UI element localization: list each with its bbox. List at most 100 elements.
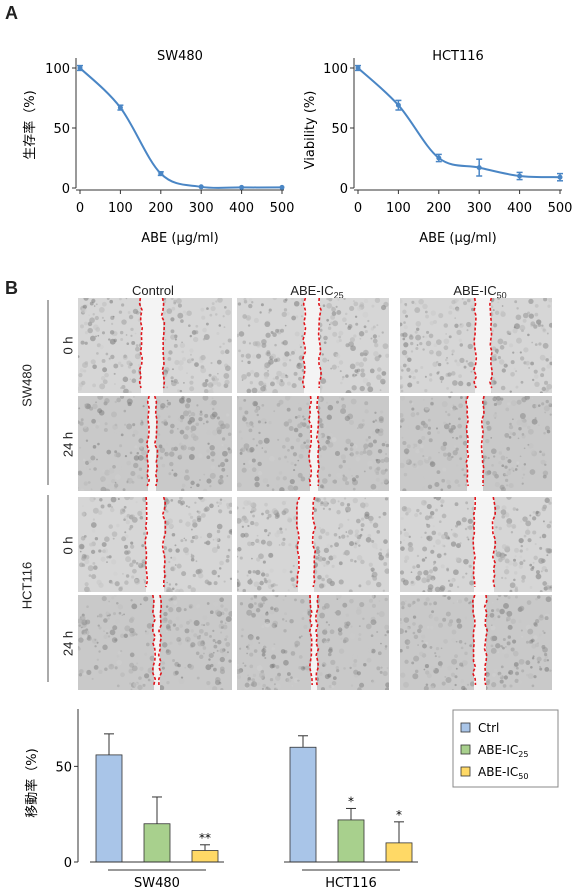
cell-texture xyxy=(376,324,379,327)
cell-texture xyxy=(123,409,127,413)
cell-texture xyxy=(532,635,538,640)
chart-title-hct116: HCT116 xyxy=(432,49,484,64)
cell-texture xyxy=(380,642,382,645)
cell-texture xyxy=(101,316,104,319)
cell-texture xyxy=(138,454,144,461)
cell-texture xyxy=(187,584,192,589)
cell-texture xyxy=(437,431,440,434)
cell-texture xyxy=(196,404,199,407)
cell-texture xyxy=(508,669,514,675)
cell-texture xyxy=(353,334,357,338)
cell-texture xyxy=(244,682,250,688)
cell-texture xyxy=(426,625,430,629)
cell-texture xyxy=(516,337,522,344)
cell-texture xyxy=(340,501,345,507)
cell-texture xyxy=(99,344,104,350)
wound-gap xyxy=(154,595,160,690)
cell-texture xyxy=(221,467,226,472)
cell-texture xyxy=(323,341,327,345)
cell-texture xyxy=(252,514,256,518)
cell-texture xyxy=(446,479,451,485)
wound-edge-line xyxy=(465,396,470,487)
cell-texture xyxy=(293,584,298,589)
cell-texture xyxy=(79,421,84,426)
cell-texture xyxy=(110,497,117,503)
cell-texture xyxy=(322,629,328,635)
cell-texture xyxy=(463,365,467,369)
cell-texture xyxy=(423,569,429,576)
cell-texture xyxy=(189,348,194,353)
cell-texture xyxy=(186,620,190,625)
cell-texture xyxy=(408,375,412,379)
cell-texture xyxy=(281,311,287,318)
cell-texture xyxy=(424,388,428,393)
cell-texture xyxy=(447,589,452,592)
cell-texture xyxy=(386,630,389,634)
cell-texture xyxy=(261,624,265,629)
cell-texture xyxy=(361,419,365,422)
cell-texture xyxy=(261,652,266,657)
cell-texture xyxy=(81,556,86,561)
cell-texture xyxy=(264,579,268,584)
cell-texture xyxy=(206,307,209,310)
cell-texture xyxy=(320,378,327,384)
cell-texture xyxy=(199,479,201,481)
cell-texture xyxy=(351,477,357,482)
cell-texture xyxy=(174,670,179,675)
cell-texture xyxy=(525,660,531,666)
cell-texture xyxy=(419,651,424,657)
cell-texture xyxy=(227,535,231,539)
cell-texture xyxy=(284,396,291,401)
cell-texture xyxy=(325,381,328,383)
cell-texture xyxy=(304,665,310,671)
cell-texture xyxy=(165,624,171,629)
cell-texture xyxy=(260,303,264,307)
cell-texture xyxy=(303,406,308,411)
cell-texture xyxy=(165,510,169,513)
cell-texture xyxy=(209,444,215,451)
cell-texture xyxy=(110,322,114,325)
cell-texture xyxy=(109,629,116,636)
cell-texture xyxy=(332,331,338,337)
cell-texture xyxy=(520,418,525,422)
cell-texture xyxy=(252,437,255,441)
wound-edge-line xyxy=(307,396,313,487)
cell-texture xyxy=(531,418,538,425)
cell-texture xyxy=(286,677,292,683)
cell-texture xyxy=(400,425,402,428)
cell-texture xyxy=(360,368,365,373)
cell-texture xyxy=(216,501,219,504)
cell-texture xyxy=(406,425,409,429)
cell-texture xyxy=(127,311,131,314)
cell-texture xyxy=(543,431,546,435)
cell-texture xyxy=(448,422,451,425)
cell-texture xyxy=(210,663,214,668)
cell-texture xyxy=(458,380,464,387)
cell-texture xyxy=(370,567,375,572)
cell-texture xyxy=(324,628,327,631)
cell-texture xyxy=(227,338,232,343)
cell-texture xyxy=(426,523,431,528)
cell-texture xyxy=(327,652,332,657)
cell-texture xyxy=(85,619,91,625)
cell-texture xyxy=(218,501,223,505)
cell-texture xyxy=(78,355,80,358)
cell-texture xyxy=(178,519,183,524)
cell-texture xyxy=(95,425,99,429)
cell-texture xyxy=(283,629,287,633)
cell-texture xyxy=(181,357,187,362)
cell-texture xyxy=(264,375,269,380)
cell-texture xyxy=(250,597,254,601)
cell-texture xyxy=(114,595,117,597)
cell-texture xyxy=(468,361,474,368)
cell-texture xyxy=(497,457,501,461)
cell-texture xyxy=(276,379,282,385)
cell-texture xyxy=(403,617,410,623)
cell-texture xyxy=(318,583,325,589)
cell-texture xyxy=(538,404,541,407)
cell-texture xyxy=(503,675,508,680)
cell-texture xyxy=(459,396,463,399)
cell-texture xyxy=(78,624,82,627)
cell-texture xyxy=(337,627,343,633)
cell-texture xyxy=(237,397,239,400)
